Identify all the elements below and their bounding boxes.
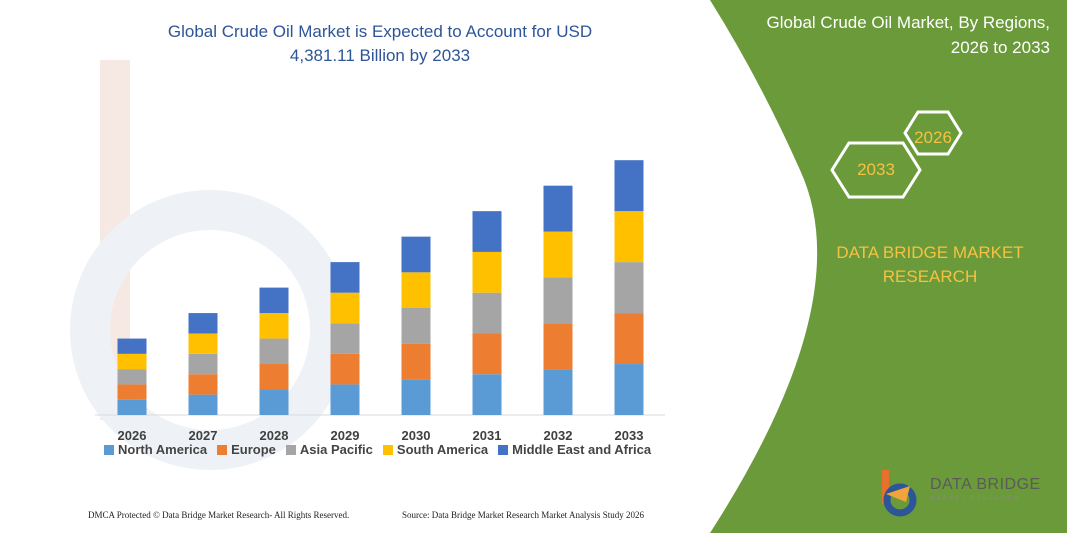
legend-item: Asia Pacific (285, 442, 373, 457)
x-tick-label: 2027 (189, 428, 218, 443)
bar-2030-middle-east-and-africa (401, 236, 431, 273)
bar-2031-asia-pacific (472, 292, 502, 334)
hexagon-start (903, 110, 963, 156)
x-tick-label: 2029 (331, 428, 360, 443)
legend-item: Europe (217, 442, 276, 457)
chart-title-line1: Global Crude Oil Market is Expected to A… (167, 22, 593, 41)
tick-labels-group: 2026 2027 2028 2029 2030 2031 2032 2033 (118, 428, 644, 443)
x-tick-label: 2032 (544, 428, 573, 443)
bar-2029-middle-east-and-africa (330, 262, 360, 293)
bar-2031-middle-east-and-africa (472, 211, 502, 252)
bar-2028-asia-pacific (259, 338, 289, 365)
bar-2030-north-america (401, 379, 431, 415)
bar-2028-middle-east-and-africa (259, 287, 289, 314)
bar-2027-south-america (188, 333, 218, 354)
legend-label: Middle East and Africa (512, 442, 652, 457)
logo-ring (883, 483, 917, 517)
bar-2031-europe (472, 333, 502, 375)
bar-2028-south-america (259, 313, 289, 339)
watermark-logo-ring (70, 190, 350, 470)
legend-swatch (104, 444, 114, 455)
bar-2027-europe (188, 374, 218, 395)
legend-swatch (382, 444, 393, 455)
bar-2033-middle-east-and-africa (614, 160, 644, 212)
legend-swatch (498, 444, 509, 455)
legend-swatch (217, 444, 228, 455)
bar-2028-europe (259, 364, 289, 390)
footer-copyright: DMCA Protected © Data Bridge Market Rese… (88, 510, 350, 520)
chart-title-line2: 4,381.11 Billion by 2033 (289, 46, 471, 65)
legend-label: Europe (231, 442, 276, 457)
x-tick-label: 2028 (260, 428, 289, 443)
bar-2029-asia-pacific (330, 323, 360, 354)
bar-2032-europe (543, 323, 573, 370)
stacked-bar-chart: 2026 2027 2028 2029 2030 2031 2032 2033 (95, 160, 665, 443)
side-panel-title-line2: 2026 to 2033 (950, 38, 1050, 57)
bar-2030-south-america (401, 272, 431, 308)
legend-swatch (285, 444, 296, 455)
logo-name: DATA BRIDGE (930, 476, 1041, 493)
bar-2029-north-america (330, 384, 360, 415)
bar-2027-middle-east-and-africa (188, 313, 218, 334)
chart-legend: North America Europe Asia Pacific South Ame… (104, 442, 661, 457)
brand-line1: DATA BRIDGE MARKET (836, 243, 1024, 262)
bar-2032-asia-pacific (543, 277, 573, 324)
bar-2033-north-america (614, 364, 644, 415)
bar-2031-south-america (472, 251, 502, 293)
bar-2029-europe (330, 353, 360, 385)
x-tick-label: 2031 (473, 428, 502, 443)
bar-2032-south-america (543, 231, 573, 278)
footer-source: Source: Data Bridge Market Research Mark… (402, 510, 644, 520)
side-panel-shape (710, 0, 1067, 533)
bar-2026-south-america (117, 353, 147, 370)
brand-name: DATA BRIDGE MARKET RESEARCH (820, 241, 1040, 289)
bar-2026-asia-pacific (117, 369, 147, 385)
hex-end-year: 2033 (857, 160, 895, 179)
bar-2026-middle-east-and-africa (117, 338, 147, 354)
logo-tagline: MARKET RESEARCH (930, 496, 1020, 502)
bar-2026-north-america (117, 399, 147, 415)
bar-2033-europe (614, 313, 644, 365)
bar-2030-asia-pacific (401, 307, 431, 344)
brand-line2: RESEARCH (882, 267, 978, 286)
side-panel-title-line1: Global Crude Oil Market, By Regions, (766, 13, 1050, 32)
x-tick-label: 2030 (402, 428, 431, 443)
bar-2030-europe (401, 343, 431, 380)
legend-item: South America (382, 442, 489, 457)
legend-label: Asia Pacific (299, 442, 373, 457)
bar-2031-north-america (472, 374, 502, 415)
bar-2032-north-america (543, 369, 573, 415)
x-tick-label: 2026 (118, 428, 147, 443)
legend-label: North America (118, 442, 208, 457)
hex-start-year: 2026 (914, 128, 952, 147)
legend-label: South America (396, 442, 489, 457)
bar-2028-north-america (259, 389, 289, 415)
data-bridge-logo-icon (882, 470, 917, 517)
legend-item: North America (104, 442, 207, 457)
bar-2033-south-america (614, 211, 644, 263)
side-panel-title: Global Crude Oil Market, By Regions, 202… (730, 10, 1050, 60)
hexagon-end (830, 141, 922, 199)
chart-title: Global Crude Oil Market is Expected to A… (120, 20, 640, 68)
bar-2029-south-america (330, 292, 360, 324)
legend-item: Middle East and Africa (498, 442, 651, 457)
bars-group (117, 160, 644, 415)
bar-2032-middle-east-and-africa (543, 185, 573, 232)
bar-2026-europe (117, 384, 147, 400)
logo-bar (882, 470, 889, 504)
bar-2033-asia-pacific (614, 262, 644, 314)
bar-2027-north-america (188, 394, 218, 415)
logo-wedge (886, 486, 910, 502)
x-tick-label: 2033 (615, 428, 644, 443)
bar-2027-asia-pacific (188, 353, 218, 375)
